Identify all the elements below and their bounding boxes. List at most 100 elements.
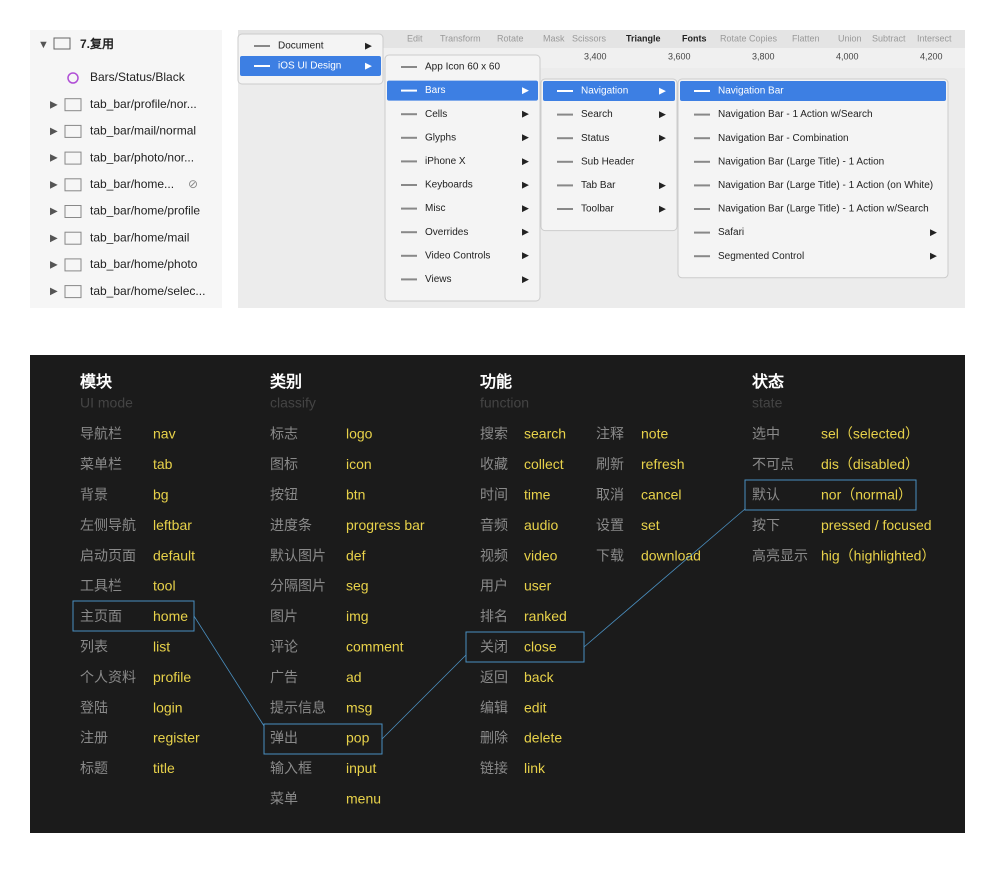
submenu-arrow: ▶ [522,156,529,166]
toolbar-item: Subtract [872,33,906,43]
symbol-icon [67,72,79,84]
toolbar-item: Transform [440,33,481,43]
term-en: input [346,760,376,776]
layer-name: tab_bar/profile/nor... [90,97,197,111]
term-cn: 注册 [80,730,108,746]
submenu-arrow: ▶ [522,227,529,237]
term-cn: 输入框 [270,760,312,776]
disclosure: ▼ [38,39,49,51]
term-en: dis（disabled） [821,456,919,472]
term-en: tab [153,456,173,472]
menu-icon [694,113,710,116]
term-en: nor（normal） [821,487,912,503]
menu-icon [557,113,573,116]
layer-name: tab_bar/home/photo [90,257,198,271]
menu-item: Search [581,109,613,120]
term-cn: 选中 [752,426,780,442]
column-title: 模块 [80,372,113,391]
menu-icon [557,90,573,92]
term-cn: 默认图片 [270,547,326,563]
naming-panel [30,355,965,833]
term-cn: 个人资料 [80,669,136,685]
term-en: ad [346,669,362,685]
menu-level2 [384,54,541,302]
term-en: pressed / focused [821,517,932,533]
term-cn: 启动页面 [80,547,136,563]
term-cn: 图标 [270,456,298,472]
column-subtitle: UI mode [80,395,133,411]
toolbar-item: Fonts [682,33,707,43]
term-cn: 分隔图片 [270,578,326,594]
term-cn: 不可点 [752,456,794,472]
toolbar-item: Rotate Copies [720,33,778,43]
menu-icon [557,184,573,187]
folder-icon [64,205,82,218]
term-cn: 设置 [596,517,624,533]
term-en: list [153,639,170,655]
menu-item: Navigation Bar (Large Title) - 1 Action … [718,204,929,215]
term-cn: 关闭 [480,639,508,655]
disclosure: ▶ [50,206,58,217]
column-subtitle: function [480,395,529,411]
term-en: icon [346,456,372,472]
menu-item: Navigation Bar (Large Title) - 1 Action … [718,180,933,191]
menu-icon [401,207,417,210]
submenu-arrow: ▶ [365,60,372,70]
menu-icon [557,208,573,210]
term-cn: 取消 [596,487,624,503]
term-en: profile [153,669,191,685]
term-cn: 收藏 [480,456,508,472]
menu-level4 [677,78,949,279]
term-cn: 图片 [270,608,298,624]
highlight-box [744,479,917,511]
term-cn: 菜单 [270,791,298,807]
term-en: time [524,487,551,503]
term-cn: 导航栏 [80,426,122,442]
toolbar-item: Scissors [572,33,607,43]
menu-highlight [387,80,538,101]
menu-item: Bars [425,85,446,96]
menu-icon [401,136,417,139]
term-cn: 左侧导航 [80,517,136,533]
term-cn: 菜单栏 [80,456,122,472]
toolbar-item: Mask [543,33,565,43]
ruler-label: 3,400 [584,51,607,61]
term-cn: 排名 [480,608,508,624]
menu-item: Navigation Bar (Large Title) - 1 Action [718,156,884,167]
menu-icon [401,113,417,116]
menu-item: Navigation Bar [718,86,784,97]
toolbar-item: Rotate [497,33,524,43]
menu-icon [694,137,710,140]
term-cn: 主页面 [80,608,122,624]
term-en: bg [153,487,169,503]
folder-icon [64,124,82,138]
submenu-arrow: ▶ [365,40,372,50]
column-title: 类别 [270,372,302,391]
toolbar-item: Edit [407,33,423,43]
term-en: refresh [641,456,685,472]
ruler-label: 4,000 [836,51,859,61]
submenu-arrow: ▶ [930,251,937,261]
connector [381,654,467,740]
folder-icon [64,151,82,165]
term-en: tool [153,578,176,594]
column-title: 状态 [752,372,784,391]
term-en: logo [346,426,373,442]
term-en: seg [346,578,369,594]
menu-item: Status [581,133,609,144]
menu-icon [401,254,417,257]
layers-panel [30,30,222,308]
submenu-arrow: ▶ [522,85,529,95]
menu-icon [254,65,270,67]
term-cn: 音频 [480,517,508,533]
term-cn: 标志 [270,426,298,442]
term-cn: 弹出 [270,730,298,746]
submenu-arrow: ▶ [522,250,529,260]
menu-item: Toolbar [581,204,614,215]
ruler-label: 3,800 [752,51,775,61]
term-en: note [641,426,668,442]
menu-icon [694,255,710,258]
submenu-arrow: ▶ [522,109,529,119]
menu-item: Keyboards [425,180,473,191]
term-cn: 评论 [270,639,298,655]
